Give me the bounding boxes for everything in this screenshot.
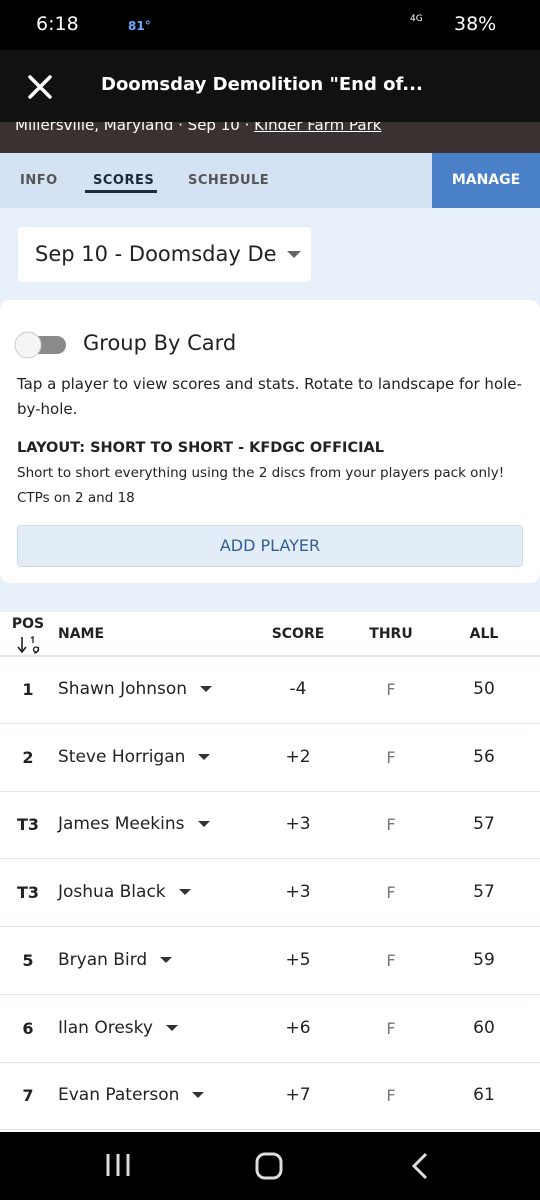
add-player-button[interactable]: ADD PLAYER bbox=[17, 525, 523, 567]
player-dropdown[interactable] bbox=[159, 956, 173, 964]
close-button[interactable] bbox=[27, 74, 53, 100]
event-banner: Millersville, Maryland · Sep 10 · Kinder… bbox=[0, 122, 540, 153]
round-select-text: Sep 10 - Doomsday Demolition bbox=[35, 242, 311, 266]
temperature: 81° bbox=[128, 19, 151, 33]
position: 1 bbox=[22, 680, 34, 699]
total: 60 bbox=[473, 1017, 495, 1038]
home-button[interactable] bbox=[255, 1152, 283, 1180]
column-header[interactable]: POS bbox=[11, 616, 45, 632]
network: 4G bbox=[410, 14, 423, 24]
dropdown-arrow bbox=[287, 251, 301, 258]
total: 50 bbox=[473, 679, 495, 699]
player-name[interactable]: Joshua Black bbox=[58, 859, 192, 926]
score: +6 bbox=[285, 1017, 311, 1038]
player-dropdown[interactable] bbox=[199, 685, 213, 693]
player-name[interactable]: Shawn Johnson bbox=[58, 656, 213, 723]
player-row[interactable]: T3 Joshua Black +3 F 57 bbox=[0, 859, 540, 928]
player-name[interactable]: Steve Horrigan bbox=[58, 724, 211, 791]
thru: F bbox=[386, 950, 396, 970]
nav-icons bbox=[106, 1152, 428, 1180]
player-name[interactable]: Bryan Bird bbox=[58, 927, 173, 994]
location: Millersville, Maryland · Sep 10 · bbox=[15, 122, 255, 134]
column-header[interactable]: THRU bbox=[369, 626, 413, 642]
position: T3 bbox=[16, 815, 40, 835]
score: +2 bbox=[285, 746, 311, 767]
player-row[interactable]: 6 Ilan Oresky +6 F 60 bbox=[0, 995, 540, 1063]
thru: F bbox=[386, 680, 396, 699]
close-icon bbox=[28, 75, 52, 99]
player-name[interactable]: James Meekins bbox=[58, 791, 211, 858]
position: 7 bbox=[22, 1086, 34, 1106]
tab[interactable]: INFO bbox=[20, 173, 58, 188]
score: +7 bbox=[285, 1085, 311, 1106]
round-select[interactable]: Sep 10 - Doomsday Demolition bbox=[18, 227, 311, 282]
leaderboard: POS NAME SCORE THRU ALL 1 Shawn Johnson -4 F 50 2 S… bbox=[0, 612, 540, 1132]
column-header: NAME bbox=[58, 626, 105, 642]
info-card: Group By Card Tap a player to view score… bbox=[0, 300, 540, 583]
app-header: Doomsday Demolition "End of... bbox=[0, 50, 540, 122]
player-row[interactable]: 1 Shawn Johnson -4 F 50 bbox=[0, 656, 540, 724]
park-link[interactable]: Kinder Farm Park bbox=[254, 122, 382, 134]
player-row[interactable]: 5 Bryan Bird +5 F 59 bbox=[0, 927, 540, 995]
layout-title: LAYOUT: SHORT TO SHORT - KFDGC OFFICIAL bbox=[17, 440, 384, 456]
back-button[interactable] bbox=[411, 1152, 428, 1180]
player-dropdown[interactable] bbox=[197, 820, 211, 828]
nav-bar bbox=[0, 1132, 540, 1200]
tab-underline bbox=[85, 190, 157, 193]
position: T3 bbox=[16, 883, 40, 903]
recents-button[interactable] bbox=[106, 1154, 130, 1176]
player-dropdown[interactable] bbox=[191, 1091, 205, 1099]
score: +3 bbox=[285, 882, 311, 903]
score: +5 bbox=[285, 949, 311, 970]
position: 6 bbox=[22, 1018, 34, 1038]
total: 57 bbox=[473, 882, 495, 903]
event-title: Doomsday Demolition "End of... bbox=[101, 74, 423, 95]
thru: F bbox=[386, 1086, 396, 1106]
score: +3 bbox=[285, 814, 311, 835]
score: -4 bbox=[289, 679, 307, 699]
tab[interactable]: SCORES bbox=[93, 173, 155, 188]
player-name[interactable]: Evan Paterson bbox=[58, 1062, 205, 1129]
thru: F bbox=[386, 883, 396, 903]
column-header[interactable]: ALL bbox=[469, 626, 499, 642]
manage-button[interactable]: MANAGE bbox=[432, 153, 540, 208]
info-text: Tap a player to view scores and stats. R… bbox=[17, 375, 522, 418]
status-bar: 6:18 81° 4G 38% bbox=[0, 0, 540, 50]
layout-description: Short to short everything using the 2 di… bbox=[17, 465, 505, 506]
position: 5 bbox=[22, 950, 34, 970]
thru: F bbox=[386, 747, 396, 767]
thru: F bbox=[386, 815, 396, 835]
player-dropdown[interactable] bbox=[178, 888, 192, 896]
total: 61 bbox=[473, 1085, 495, 1106]
event-location: Millersville, Maryland · Sep 10 · Kinder… bbox=[15, 122, 381, 134]
thru: F bbox=[386, 1018, 396, 1038]
player-row[interactable]: 2 Steve Horrigan +2 F 56 bbox=[0, 724, 540, 792]
total: 56 bbox=[473, 746, 495, 767]
position: 2 bbox=[22, 747, 34, 767]
battery: 38% bbox=[454, 13, 497, 35]
player-dropdown[interactable] bbox=[165, 1024, 179, 1032]
player-name[interactable]: Ilan Oresky bbox=[58, 995, 179, 1062]
sort-icon bbox=[17, 636, 40, 654]
total: 59 bbox=[473, 949, 495, 970]
player-row[interactable]: 7 Evan Paterson +7 F 61 bbox=[0, 1062, 540, 1131]
tab-bar: INFO SCORES SCHEDULE MANAGE bbox=[0, 153, 540, 208]
total: 57 bbox=[473, 814, 495, 835]
group-toggle[interactable] bbox=[12, 330, 70, 360]
table-header: POS NAME SCORE THRU ALL bbox=[0, 612, 540, 657]
player-row[interactable]: T3 James Meekins +3 F 57 bbox=[0, 791, 540, 860]
column-header[interactable]: SCORE bbox=[271, 626, 325, 642]
time: 6:18 bbox=[36, 13, 79, 35]
group-toggle-label: Group By Card bbox=[83, 331, 237, 355]
tab[interactable]: SCHEDULE bbox=[188, 173, 270, 188]
player-dropdown[interactable] bbox=[197, 753, 211, 761]
